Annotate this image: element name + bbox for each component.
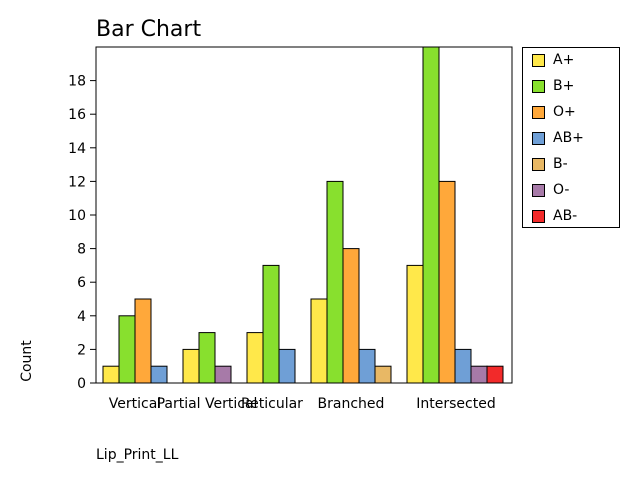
bar-AB+-intersected [454, 348, 472, 384]
legend-item: AB+ [532, 130, 584, 146]
legend-swatch [532, 105, 545, 119]
legend-swatch [532, 157, 545, 171]
bar-A+-partial-vertical [182, 348, 200, 384]
bar-O--partial-vertical [214, 365, 232, 384]
x-tick-label: Reticular [241, 396, 303, 412]
x-tick-label: Intersected [416, 396, 495, 412]
legend-label: O- [553, 182, 570, 198]
bar-B+-vertical [118, 315, 136, 384]
bar-O+-branched [342, 248, 360, 384]
legend-item: O- [532, 182, 570, 198]
legend-label: O+ [553, 104, 576, 120]
y-tick-label: 10 [68, 208, 86, 224]
y-tick-label: 12 [68, 174, 86, 190]
legend-swatch [532, 183, 545, 197]
legend-label: AB+ [553, 130, 584, 146]
bar-B+-intersected [422, 46, 440, 384]
bars-layer [102, 46, 504, 384]
bar-A+-intersected [406, 264, 424, 384]
bar-B+-partial-vertical [198, 332, 216, 384]
legend-label: AB- [553, 208, 578, 224]
bar-AB+-vertical [150, 365, 168, 384]
bar-AB--intersected [486, 365, 504, 384]
bar-O+-intersected [438, 180, 456, 384]
y-tick-label: 4 [77, 309, 86, 325]
legend-swatch [532, 131, 545, 145]
y-tick-label: 14 [68, 141, 86, 157]
legend-item: AB- [532, 208, 578, 224]
y-tick-label: 6 [77, 275, 86, 291]
legend-label: B+ [553, 78, 575, 94]
x-tick-label: Partial Vertical [157, 396, 258, 412]
y-tick-label: 16 [68, 107, 86, 123]
x-axis-label: Lip_Print_LL [96, 447, 179, 463]
bar-AB+-reticular [278, 348, 296, 384]
y-tick-label: 8 [77, 242, 86, 258]
y-tick-label: 2 [77, 342, 86, 358]
legend-label: A+ [553, 52, 575, 68]
bar-B+-reticular [262, 264, 280, 384]
chart-title: Bar Chart [96, 17, 202, 42]
chart-legend: A+ B+ O+ AB+ B- O- AB- [522, 47, 620, 228]
bar-O+-vertical [134, 298, 152, 384]
bar-B--branched [374, 365, 392, 384]
x-tick-label: Branched [318, 396, 385, 412]
legend-swatch [532, 53, 545, 67]
legend-item: B+ [532, 78, 575, 94]
x-tick-label: Vertical [109, 396, 161, 412]
y-tick-label: 0 [77, 376, 86, 392]
legend-item: B- [532, 156, 568, 172]
bar-B+-branched [326, 180, 344, 384]
bar-A+-vertical [102, 365, 120, 384]
y-axis-label: Count [19, 340, 35, 382]
bar-A+-reticular [246, 332, 264, 384]
bar-O--intersected [470, 365, 488, 384]
legend-label: B- [553, 156, 568, 172]
bar-AB+-branched [358, 348, 376, 384]
legend-swatch [532, 209, 545, 223]
bar-A+-branched [310, 298, 328, 384]
legend-item: O+ [532, 104, 576, 120]
legend-swatch [532, 79, 545, 93]
y-tick-label: 18 [68, 74, 86, 90]
legend-item: A+ [532, 52, 575, 68]
